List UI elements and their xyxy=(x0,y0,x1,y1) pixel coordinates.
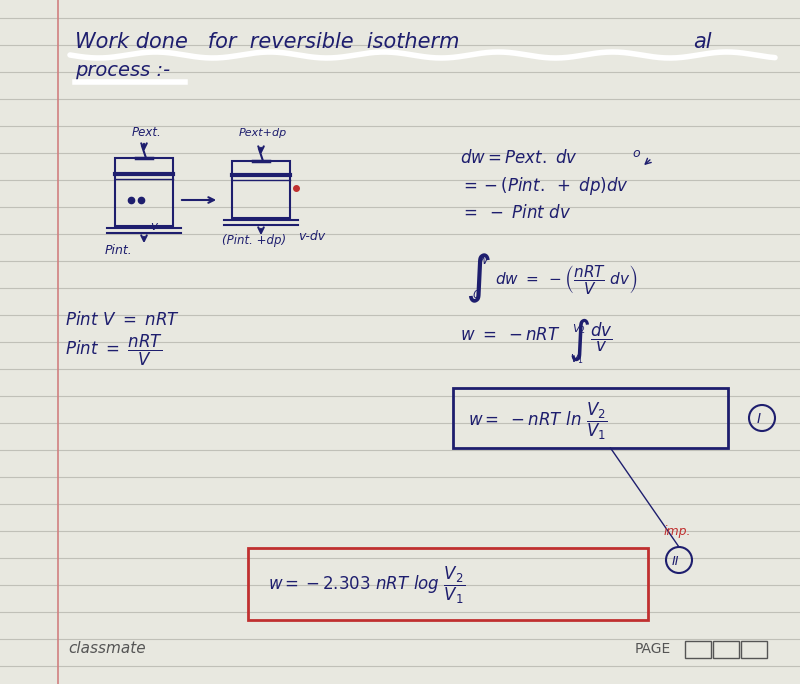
Text: imp.: imp. xyxy=(664,525,691,538)
Text: $\int$: $\int$ xyxy=(568,317,590,363)
Text: al: al xyxy=(693,32,711,52)
Bar xyxy=(713,641,739,658)
Text: Pint.: Pint. xyxy=(105,244,133,257)
Text: PAGE: PAGE xyxy=(635,642,671,656)
Text: $Pint\ V\ =\ nRT$: $Pint\ V\ =\ nRT$ xyxy=(65,311,180,329)
Text: 0: 0 xyxy=(472,290,479,300)
Text: $w =\ -nRT\ ln\ \dfrac{V_2}{V_1}$: $w =\ -nRT\ ln\ \dfrac{V_2}{V_1}$ xyxy=(468,401,607,442)
Text: $\int$: $\int$ xyxy=(465,251,490,305)
Text: $V_1$: $V_1$ xyxy=(570,352,584,366)
Text: (Pint. +dp): (Pint. +dp) xyxy=(222,234,286,247)
Bar xyxy=(685,641,711,658)
Text: $=\ -\ Pint\ dv$: $=\ -\ Pint\ dv$ xyxy=(460,204,571,222)
Text: process :-: process :- xyxy=(75,61,170,80)
Text: $\dfrac{dv}{v}$: $\dfrac{dv}{v}$ xyxy=(590,321,613,354)
Text: $dw\ =\ -\left(\dfrac{nRT}{V}\ dv\right)$: $dw\ =\ -\left(\dfrac{nRT}{V}\ dv\right)… xyxy=(495,263,638,296)
Text: I: I xyxy=(757,412,761,426)
Text: $V_2$: $V_2$ xyxy=(572,322,586,336)
Text: Pext+dp: Pext+dp xyxy=(239,128,287,138)
Bar xyxy=(115,158,173,226)
Bar xyxy=(248,548,648,620)
Text: o: o xyxy=(632,147,640,160)
Text: $w = -2.303\ nRT\ log\ \dfrac{V_2}{V_1}$: $w = -2.303\ nRT\ log\ \dfrac{V_2}{V_1}$ xyxy=(268,564,465,606)
Text: $Pint\ =\ \dfrac{nRT}{V}$: $Pint\ =\ \dfrac{nRT}{V}$ xyxy=(65,332,163,368)
Text: II: II xyxy=(672,555,679,568)
Bar xyxy=(453,388,728,448)
Text: v: v xyxy=(150,220,157,233)
Text: v-dv: v-dv xyxy=(298,230,325,243)
Text: $= -(Pint.\ +\ dp)dv$: $= -(Pint.\ +\ dp)dv$ xyxy=(460,175,629,197)
Text: classmate: classmate xyxy=(68,641,146,656)
Bar xyxy=(741,641,767,658)
Text: Work done   for  reversible  isotherm: Work done for reversible isotherm xyxy=(75,32,459,52)
Text: w: w xyxy=(478,254,488,267)
Text: $dw = Pext.\ dv$: $dw = Pext.\ dv$ xyxy=(460,149,578,167)
Text: Pext.: Pext. xyxy=(132,126,162,139)
Bar xyxy=(232,161,290,218)
Text: $w\ =\ -nRT$: $w\ =\ -nRT$ xyxy=(460,326,561,344)
